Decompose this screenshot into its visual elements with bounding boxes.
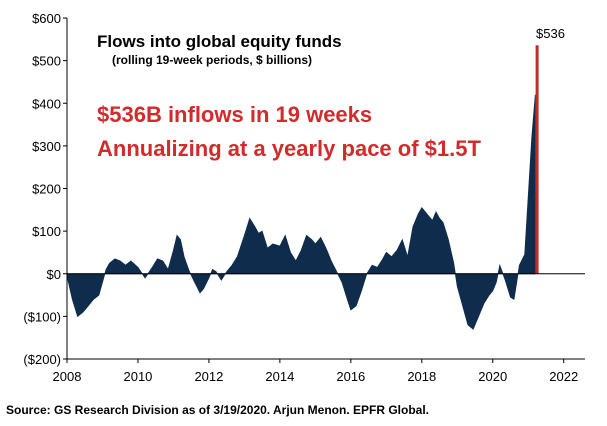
y-tick-label: $600 — [32, 11, 61, 26]
y-tick-label: $500 — [32, 54, 61, 69]
y-tick-label: ($200) — [23, 352, 61, 367]
chart-subtitle: (rolling 19-week periods, $ billions) — [112, 53, 312, 67]
x-tick-label: 2018 — [407, 369, 436, 384]
peak-bar — [535, 45, 539, 274]
x-tick-label: 2022 — [549, 369, 578, 384]
peak-value-label: $536 — [536, 26, 565, 41]
x-tick-label: 2020 — [478, 369, 507, 384]
area-series — [66, 94, 536, 330]
x-ticks: 2008 2010 2012 2014 2016 2018 2020 2022 — [53, 359, 578, 384]
annotation-annualized: Annualizing at a yearly pace of $1.5T — [97, 136, 481, 161]
y-tick-label: ($100) — [23, 309, 61, 324]
y-tick-label: $400 — [32, 96, 61, 111]
y-tick-label: $0 — [47, 267, 61, 282]
y-tick-label: $200 — [32, 182, 61, 197]
x-tick-label: 2010 — [123, 369, 152, 384]
peak-layer — [535, 45, 539, 274]
y-ticks: $600 $500 $400 $300 $200 $100 $0 ($100) ($200) — [23, 11, 67, 367]
chart-title: Flows into global equity funds — [97, 32, 342, 51]
x-tick-label: 2014 — [265, 369, 294, 384]
flows-area — [66, 94, 536, 330]
x-tick-label: 2016 — [336, 369, 365, 384]
annotation-inflows: $536B inflows in 19 weeks — [97, 102, 372, 127]
x-tick-label: 2008 — [53, 369, 82, 384]
source-note: Source: GS Research Division as of 3/19/… — [6, 403, 430, 417]
x-tick-label: 2012 — [194, 369, 223, 384]
y-tick-label: $100 — [32, 224, 61, 239]
y-tick-label: $300 — [32, 139, 61, 154]
